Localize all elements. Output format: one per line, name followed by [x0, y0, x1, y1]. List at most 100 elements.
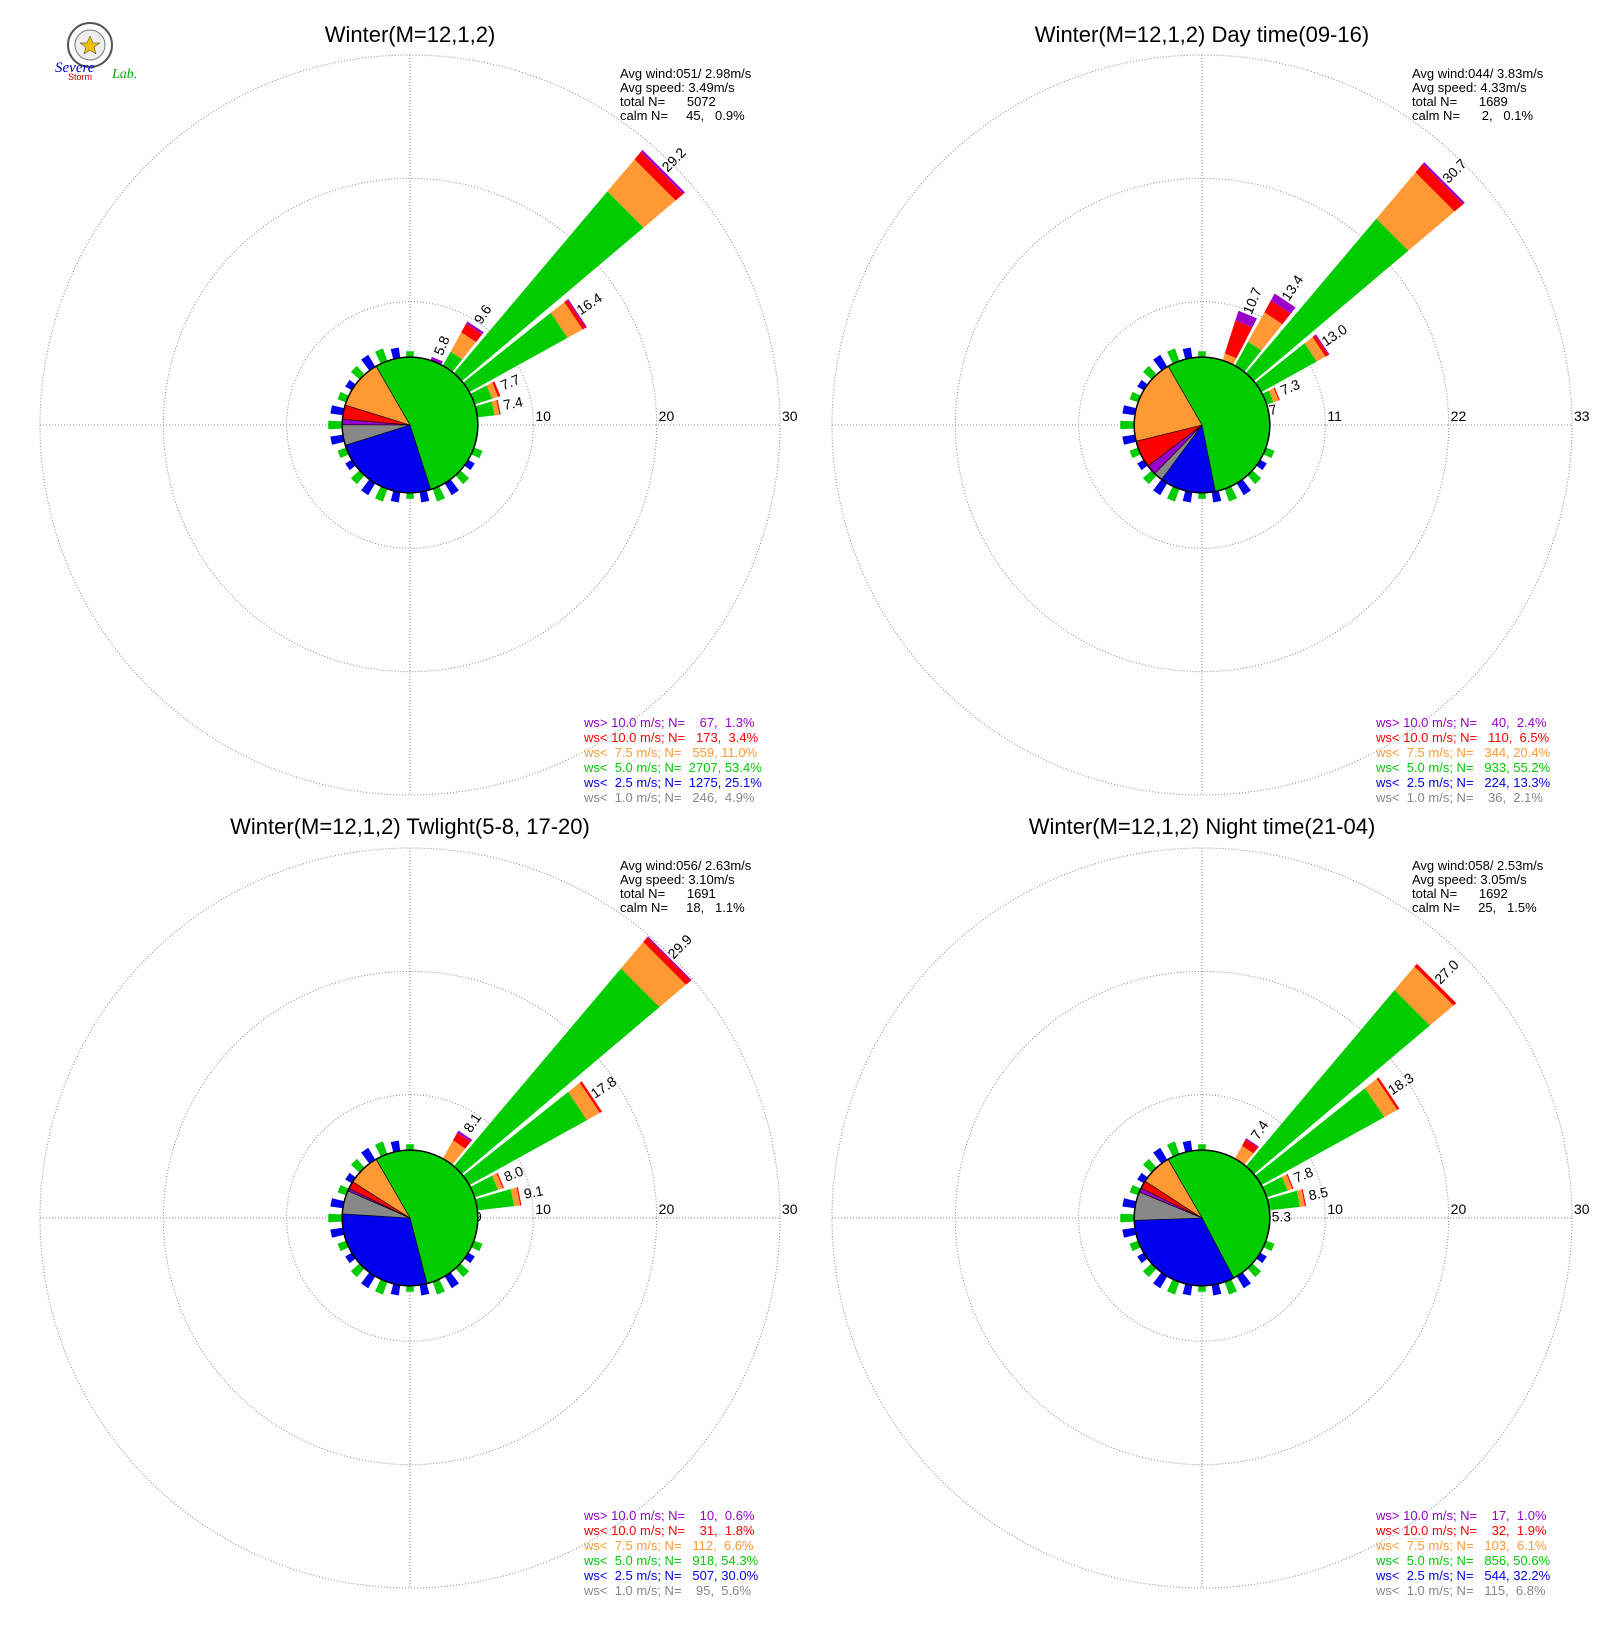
minor-petal	[361, 1272, 376, 1289]
legend-item-lt75: ws< 7.5 m/s; N= 344, 20.4%	[1375, 745, 1551, 760]
petal-segment-lt5	[436, 191, 644, 399]
wind-rose-panel-1: 1020305.89.629.216.47.77.43.62.0Winter(M…	[39, 22, 798, 805]
petal-segment-gt10	[640, 149, 686, 195]
legend-item-lt10: ws< 10.0 m/s; N= 31, 1.8%	[583, 1523, 755, 1538]
stats-line: calm N= 18, 1.1%	[620, 900, 745, 915]
petal-segment-lt10	[1273, 387, 1280, 401]
stats-line: Avg wind:051/ 2.98m/s	[620, 66, 752, 81]
petal-segment-lt75	[491, 400, 500, 416]
minor-petal	[406, 1144, 414, 1151]
ring-1	[286, 1094, 534, 1342]
minor-petal	[361, 1147, 376, 1164]
logo-text-top: Severe	[55, 60, 95, 76]
petal-segment-gt10	[466, 321, 484, 335]
stats-line: calm N= 25, 1.5%	[1412, 900, 1537, 915]
panel-title: Winter(M=12,1,2) Twlight(5-8, 17-20)	[230, 814, 590, 839]
petal-segment-lt75	[1282, 1174, 1293, 1191]
minor-petal	[350, 365, 365, 380]
ring-2	[162, 970, 658, 1466]
legend: ws> 10.0 m/s; N= 17, 1.0%ws< 10.0 m/s; N…	[1375, 1508, 1551, 1598]
legend-item-lt10: ws< 10.0 m/s; N= 110, 6.5%	[1375, 730, 1550, 745]
stats-line: Avg speed: 3.05m/s	[1412, 872, 1527, 887]
petal-segment-lt75	[621, 942, 686, 1007]
minor-petal	[337, 1184, 349, 1196]
legend-item-lt25: ws< 2.5 m/s; N= 224, 13.3%	[1375, 775, 1551, 790]
legend-item-lt5: ws< 5.0 m/s; N= 918, 54.3%	[583, 1553, 759, 1568]
calm-pie	[341, 1149, 479, 1287]
logo: Severe Storm Lab.	[55, 22, 137, 82]
legend: ws> 10.0 m/s; N= 40, 2.4%ws< 10.0 m/s; N…	[1375, 715, 1551, 805]
minor-petal	[1129, 1240, 1141, 1252]
minor-petal	[1247, 470, 1262, 485]
wind-rose-panel-4: 1020303.47.427.018.37.88.55.32.8Winter(M…	[831, 814, 1590, 1598]
minor-petal	[390, 347, 401, 360]
minor-petal	[419, 1283, 430, 1296]
minor-petal	[1211, 1283, 1222, 1296]
seal-star-icon	[79, 35, 101, 55]
petal-segment-lt5	[1232, 1088, 1385, 1199]
calm-pie	[1133, 1149, 1271, 1287]
petal-label: 7.3	[1278, 376, 1302, 398]
stats-line: Avg speed: 4.33m/s	[1412, 80, 1527, 95]
petal-segment-gt10	[647, 936, 692, 981]
petal-segment-lt75	[1304, 337, 1326, 362]
panel-title: Winter(M=12,1,2)	[325, 22, 496, 47]
petal-label: 30.7	[1439, 155, 1470, 186]
ring-label-3: 33	[1574, 408, 1590, 424]
minor-petal	[406, 492, 414, 499]
minor-petal	[350, 470, 365, 485]
legend-item-lt5: ws< 5.0 m/s; N= 933, 55.2%	[1375, 760, 1551, 775]
petal-segment-lt5	[441, 1091, 587, 1199]
petal-label: 9.6	[470, 302, 494, 327]
minor-petal	[350, 1263, 365, 1278]
petal-segment-lt75	[1376, 172, 1455, 251]
calm-pie	[1133, 356, 1271, 494]
petal-segment-lt5	[1220, 218, 1409, 407]
petal-segment-gt10	[1270, 293, 1296, 314]
legend-item-lt75: ws< 7.5 m/s; N= 559, 11.0%	[583, 745, 758, 760]
petal-segment-lt10	[634, 151, 684, 201]
minor-petal	[330, 434, 345, 445]
minor-petal	[1167, 348, 1180, 364]
minor-petal	[471, 1240, 483, 1252]
petal-segment-lt10	[1224, 320, 1253, 359]
minor-petal	[455, 1263, 470, 1278]
minor-petal	[1153, 354, 1168, 371]
minor-petal	[1182, 490, 1193, 503]
stats-line: Avg speed: 3.10m/s	[620, 872, 735, 887]
ring-3	[39, 847, 781, 1589]
minor-petal	[1198, 1285, 1206, 1292]
petal-segment-lt10	[496, 1172, 504, 1189]
pie-outline	[1133, 1149, 1271, 1287]
minor-petal	[1263, 447, 1275, 459]
petal-label: 29.2	[658, 144, 689, 175]
petal-segment-lt10	[1242, 1139, 1259, 1154]
wind-rose-panel-2: 1122332.43.010.713.430.713.07.34.7Winter…	[831, 22, 1590, 805]
ring-label-1: 11	[1327, 408, 1342, 424]
petal-segment-lt10	[1376, 1077, 1400, 1110]
petal-label: 10.7	[1240, 285, 1265, 316]
petal-segment-lt75	[492, 1173, 503, 1190]
minor-petal	[1120, 420, 1135, 430]
ring-label-3: 30	[782, 408, 798, 424]
ring-label-1: 10	[535, 408, 551, 424]
minor-petal	[1263, 1240, 1275, 1252]
logo-text-bottom: Storm	[68, 72, 92, 82]
petal-segment-lt10	[564, 299, 586, 330]
minor-petal	[337, 1240, 349, 1252]
minor-petal	[350, 1158, 365, 1173]
minor-petal	[1129, 447, 1141, 459]
petal-segment-lt10	[516, 1187, 522, 1206]
minor-petal	[471, 447, 483, 459]
stats-line: total N= 5072	[620, 94, 716, 109]
minor-petal	[1247, 1263, 1262, 1278]
minor-petal	[1182, 347, 1193, 360]
minor-petal	[1211, 490, 1222, 503]
petal-label: 18.3	[1385, 1069, 1417, 1098]
legend-item-lt1: ws< 1.0 m/s; N= 36, 2.1%	[1375, 790, 1543, 805]
minor-petal	[1153, 1147, 1168, 1164]
petal-label: 5.8	[430, 333, 452, 357]
